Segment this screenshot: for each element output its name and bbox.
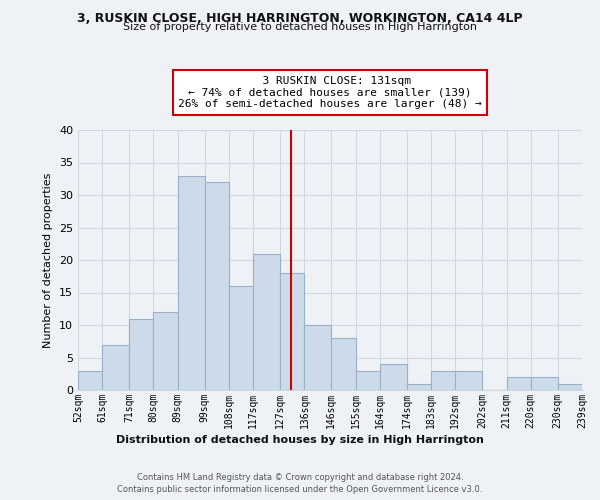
Bar (356, 370, 380, 390)
Text: Contains HM Land Registry data © Crown copyright and database right 2024.: Contains HM Land Registry data © Crown c… (137, 472, 463, 482)
Bar (304, 325, 331, 390)
Bar (331, 338, 356, 390)
Bar (431, 370, 455, 390)
Bar (407, 384, 431, 390)
Text: Contains public sector information licensed under the Open Government Licence v3: Contains public sector information licen… (118, 485, 482, 494)
Bar (102, 344, 129, 390)
Bar (129, 318, 154, 390)
Bar (280, 273, 304, 390)
Text: 3, RUSKIN CLOSE, HIGH HARRINGTON, WORKINGTON, CA14 4LP: 3, RUSKIN CLOSE, HIGH HARRINGTON, WORKIN… (77, 12, 523, 26)
Text: 3 RUSKIN CLOSE: 131sqm
← 74% of detached houses are smaller (139)
26% of semi-de: 3 RUSKIN CLOSE: 131sqm ← 74% of detached… (178, 76, 482, 109)
Bar (558, 384, 582, 390)
Bar (506, 377, 531, 390)
Bar (531, 377, 558, 390)
Bar (229, 286, 253, 390)
Bar (154, 312, 178, 390)
Bar (455, 370, 482, 390)
Bar (178, 176, 205, 390)
Text: Size of property relative to detached houses in High Harrington: Size of property relative to detached ho… (123, 22, 477, 32)
Bar (78, 370, 102, 390)
Bar (205, 182, 229, 390)
Bar (253, 254, 280, 390)
Bar (380, 364, 407, 390)
Y-axis label: Number of detached properties: Number of detached properties (43, 172, 53, 348)
Text: Distribution of detached houses by size in High Harrington: Distribution of detached houses by size … (116, 435, 484, 445)
